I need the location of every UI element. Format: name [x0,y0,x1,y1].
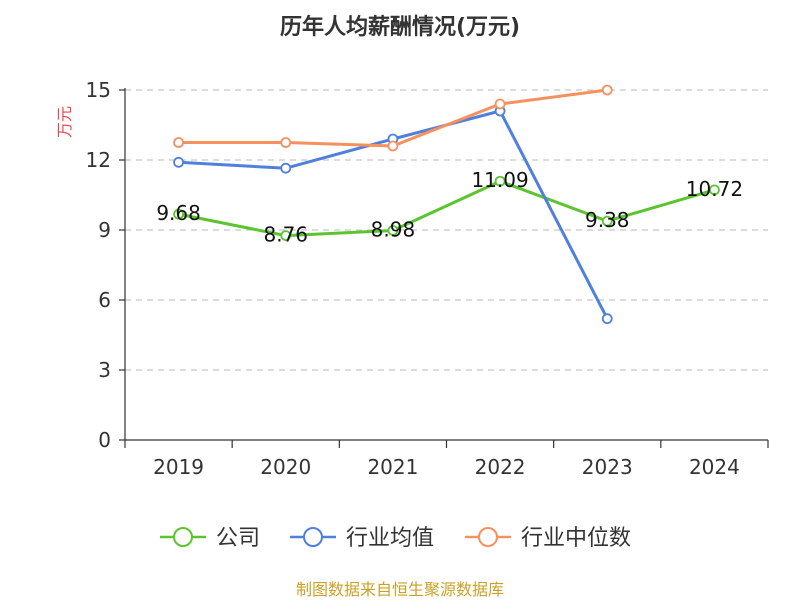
y-tick-label: 15 [86,78,111,102]
legend: 公司 行业均值 行业中位数 [160,526,631,551]
data-point [280,162,292,174]
x-tick-label: 2023 [582,455,633,479]
y-tick-label: 6 [98,288,111,312]
x-tick-label: 2021 [367,455,418,479]
x-tick-label: 2022 [475,455,526,479]
data-label: 8.98 [371,217,416,241]
data-point [173,208,184,220]
legend-label: 公司 [216,526,260,551]
x-tick-label: 2024 [689,455,740,479]
data-label: 10.72 [686,177,743,201]
series-lines [173,84,720,325]
chart-title: 历年人均薪酬情况(万元) [280,14,520,40]
data-point [494,175,506,187]
legend-item-0: 公司 [160,526,260,551]
legend-label: 行业中位数 [521,526,631,551]
data-point [601,84,613,96]
data-point [387,225,399,236]
grid-lines [125,89,768,371]
data-point [387,140,399,152]
data-point [280,230,292,242]
data-labels: 9.68 8.76 8.98 11.09 9.38 10.72 [156,168,743,246]
legend-marker [303,527,323,547]
y-tick-label: 9 [98,218,111,242]
y-tick-label: 12 [86,148,111,172]
data-point [280,137,292,148]
data-point [601,313,613,325]
y-tick-label: 0 [98,428,111,452]
data-label: 8.76 [263,223,308,247]
data-point [173,137,184,148]
data-point [601,215,613,227]
y-axis-label: 万元 [55,106,74,138]
legend-label: 行业均值 [346,526,434,551]
y-tick-labels: 0 3 6 9 12 15 [86,78,111,452]
axes [119,88,769,448]
legend-item-1: 行业均值 [290,526,434,551]
data-label: 9.38 [585,208,630,232]
data-point [709,184,720,196]
data-point [173,156,184,168]
legend-marker [478,527,498,547]
y-tick-label: 3 [98,358,111,382]
data-label: 9.68 [156,201,201,225]
data-point [494,98,506,110]
x-tick-labels: 2019 2020 2021 2022 2023 2024 [153,455,740,479]
data-label: 11.09 [471,168,528,192]
series-line-0 [178,179,715,238]
x-tick-label: 2019 [153,455,204,479]
legend-item-2: 行业中位数 [465,526,631,551]
x-tick-label: 2020 [260,455,311,479]
legend-marker [173,527,193,547]
source-note: 制图数据来自恒生聚源数据库 [296,580,504,599]
